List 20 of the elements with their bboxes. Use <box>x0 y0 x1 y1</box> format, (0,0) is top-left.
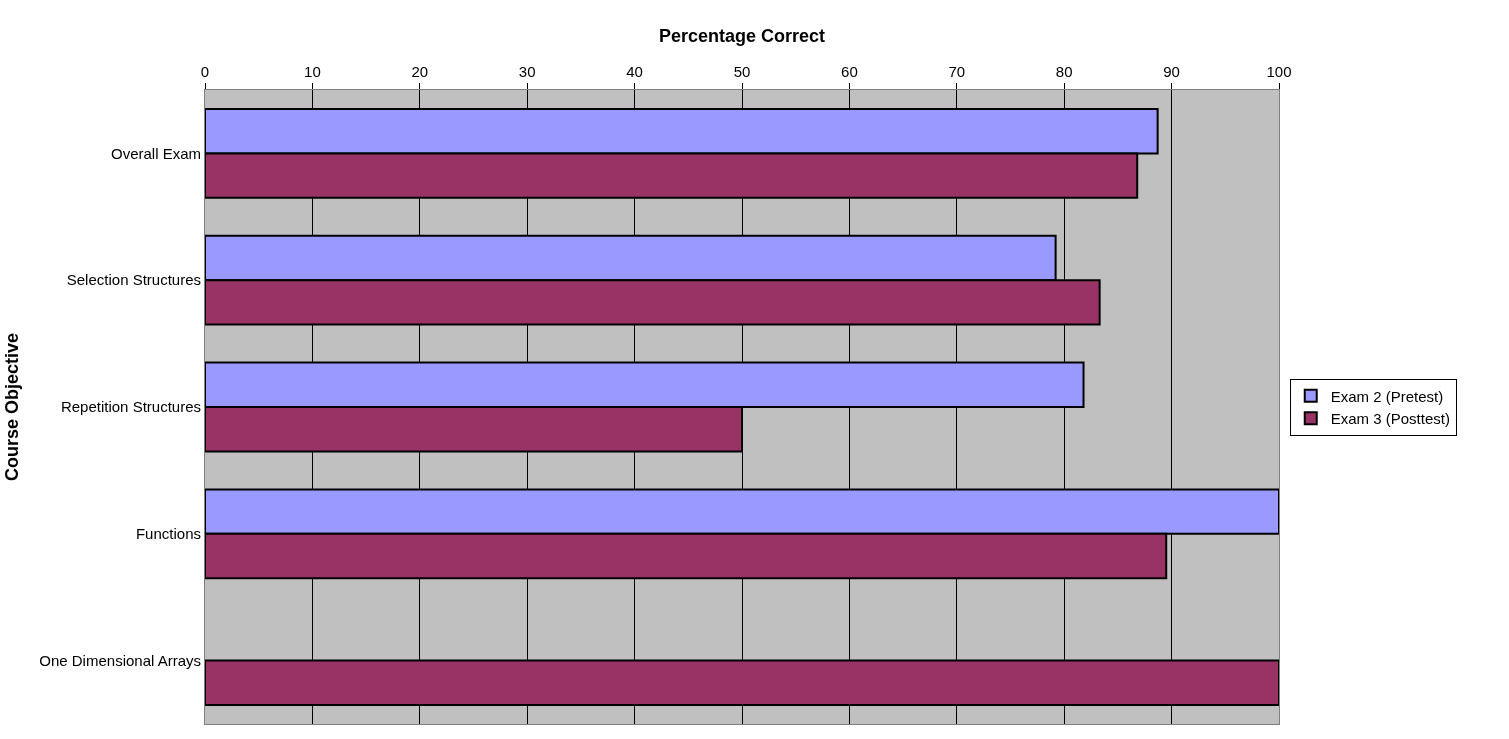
x-tick-label: 70 <box>948 63 966 80</box>
x-tick-label: 60 <box>841 63 858 80</box>
x-tick-label: 20 <box>411 63 429 80</box>
y-axis-title: Course Objective <box>2 332 23 482</box>
y-tick-label: Overall Exam <box>110 144 201 162</box>
legend-label: Exam 2 (Pretest) <box>1330 387 1444 405</box>
x-tick-label: 40 <box>626 63 643 80</box>
x-tick-label: 80 <box>1055 63 1073 80</box>
y-tick-label: Selection Structures <box>66 271 201 289</box>
x-tick-label: 30 <box>518 63 536 80</box>
x-tick-label: 90 <box>1163 63 1180 80</box>
x-tick-label: 100 <box>1266 63 1292 80</box>
x-axis-title: Percentage Correct <box>658 26 826 47</box>
y-tick-label: Repetition Structures <box>60 398 201 416</box>
y-tick-label: One Dimensional Arrays <box>39 651 201 669</box>
x-tick-label: 10 <box>304 63 321 80</box>
x-tick-label: 0 <box>200 63 210 80</box>
y-tick-label: Functions <box>135 525 201 543</box>
x-tick-label: 50 <box>733 63 751 80</box>
legend-label: Exam 3 (Posttest) <box>1330 410 1450 428</box>
